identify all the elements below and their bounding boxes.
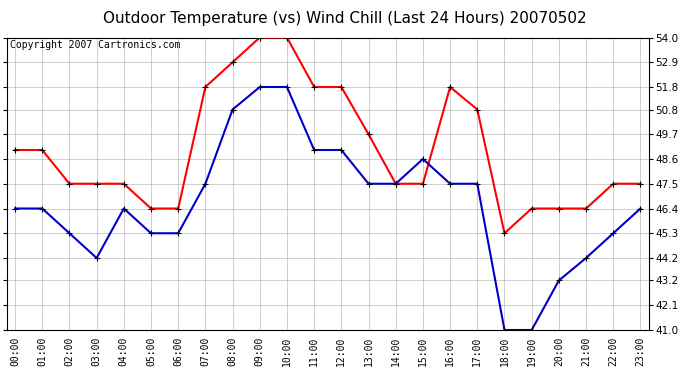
Text: Outdoor Temperature (vs) Wind Chill (Last 24 Hours) 20070502: Outdoor Temperature (vs) Wind Chill (Las… [104,11,586,26]
Text: Copyright 2007 Cartronics.com: Copyright 2007 Cartronics.com [10,40,181,50]
